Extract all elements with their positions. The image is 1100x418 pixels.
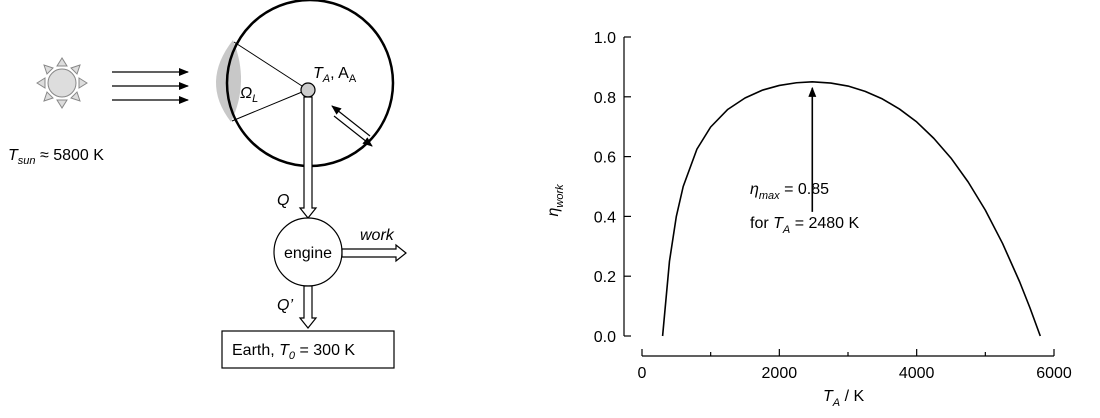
cone-line bbox=[234, 42, 302, 86]
y-tick-label: 0.0 bbox=[594, 329, 616, 346]
x-axis-label: TA / K bbox=[823, 388, 864, 409]
emission-arrow bbox=[332, 106, 370, 136]
annotation: for TA = 2480 K bbox=[750, 215, 860, 236]
text: ≈ 5800 K bbox=[36, 147, 105, 164]
text: for bbox=[750, 215, 773, 232]
x-tick-label: 2000 bbox=[762, 365, 798, 382]
x-tick-label: 6000 bbox=[1036, 365, 1072, 382]
text: / K bbox=[840, 388, 864, 405]
heat-in-label: Q bbox=[277, 192, 289, 209]
aperture-lens bbox=[216, 40, 241, 122]
solid-angle-label: ΩL bbox=[240, 85, 258, 105]
y-axis-label: ηwork bbox=[545, 184, 566, 217]
engine-label: engine bbox=[284, 245, 332, 262]
subscript: A bbox=[322, 73, 330, 85]
subscript: L bbox=[252, 93, 258, 105]
symbol: η bbox=[545, 208, 562, 217]
heat-out-label: Q’ bbox=[277, 297, 293, 314]
heat-out-arrow bbox=[300, 286, 316, 328]
symbol: η bbox=[750, 181, 759, 198]
y-tick-label: 0.4 bbox=[594, 209, 616, 226]
work-arrow bbox=[342, 245, 406, 261]
text: = 0.85 bbox=[780, 181, 829, 198]
subscript: A bbox=[349, 73, 357, 85]
subscript: A bbox=[832, 397, 840, 409]
subscript: max bbox=[759, 190, 780, 202]
line bbox=[663, 82, 1041, 336]
symbol: Ω bbox=[240, 85, 252, 102]
x-tick-label: 0 bbox=[638, 365, 647, 382]
text: = 300 K bbox=[295, 342, 355, 359]
absorber-label: TA, AA bbox=[313, 65, 357, 85]
subscript: work bbox=[554, 184, 566, 208]
work-label: work bbox=[360, 227, 395, 244]
text: Earth, bbox=[232, 342, 279, 359]
sun-rays bbox=[112, 72, 188, 100]
subscript: sun bbox=[18, 155, 36, 167]
figure: Tsun ≈ 5800 K ΩL TA, AA Q engine work Q’… bbox=[0, 0, 1100, 418]
y-tick-label: 0.8 bbox=[594, 90, 616, 107]
emission-arrow bbox=[334, 116, 372, 146]
diagram: Tsun ≈ 5800 K ΩL TA, AA Q engine work Q’… bbox=[8, 0, 406, 368]
sun bbox=[37, 58, 87, 108]
y-tick-label: 1.0 bbox=[594, 30, 616, 47]
text: , A bbox=[330, 65, 349, 82]
y-tick-label: 0.2 bbox=[594, 269, 616, 286]
heat-arrow bbox=[300, 97, 316, 218]
x-tick-label: 4000 bbox=[899, 365, 935, 382]
y-tick-label: 0.6 bbox=[594, 150, 616, 167]
subscript: A bbox=[782, 224, 790, 236]
text: = 2480 K bbox=[790, 215, 859, 232]
sun-label: Tsun ≈ 5800 K bbox=[8, 147, 104, 167]
absorber bbox=[301, 83, 315, 97]
annotation: ηmax = 0.85 bbox=[750, 181, 829, 202]
